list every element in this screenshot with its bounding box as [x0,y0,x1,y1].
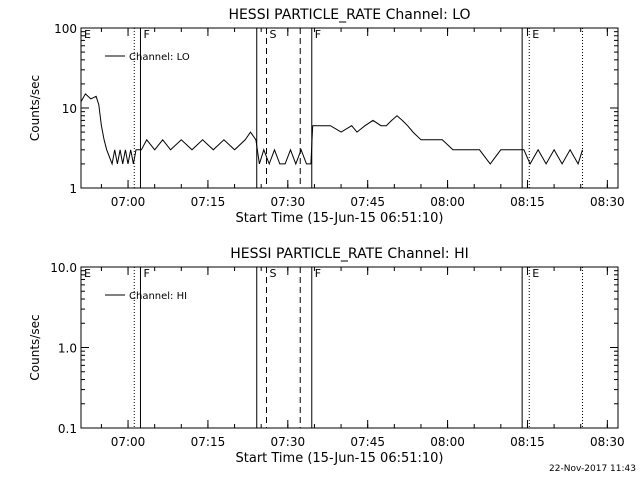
event-marker-label: E [84,267,91,280]
x-tick-label: 08:00 [430,435,465,449]
legend-label: Channel: LO [129,52,190,63]
y-tick-label: 10.0 [50,261,77,275]
x-axis-label: Start Time (15-Jun-15 06:51:10) [236,451,444,466]
event-marker-label: F [143,28,149,41]
x-tick-label: 07:45 [350,435,385,449]
y-tick-label: 0.1 [58,422,77,436]
series-line-0 [80,93,583,166]
x-tick-label: 07:15 [191,195,226,209]
event-marker-label: S [270,28,277,41]
y-tick-label: 1 [69,182,77,196]
y-axis-label: Counts/sec [28,75,42,141]
event-marker-label: F [315,28,321,41]
y-tick-label: 1.0 [58,342,77,356]
x-tick-label: 07:00 [111,435,146,449]
x-tick-label: 08:15 [510,195,545,209]
x-tick-label: 07:30 [271,195,306,209]
event-marker-label: E [84,28,91,41]
x-tick-label: 08:00 [430,195,465,209]
chart-title: HESSI PARTICLE_RATE Channel: LO [228,7,470,23]
y-axis-label: Counts/sec [28,314,42,380]
x-tick-label: 07:30 [271,435,306,449]
event-marker-label: F [315,267,321,280]
event-marker-label: S [270,267,277,280]
x-tick-label: 08:30 [590,195,625,209]
x-tick-label: 07:15 [191,435,226,449]
footer-timestamp: 22-Nov-2017 11:43 [549,464,636,474]
event-marker-label: F [143,267,149,280]
event-marker-label: E [532,267,539,280]
x-tick-label: 08:30 [590,435,625,449]
legend-label: Channel: HI [129,291,187,302]
x-tick-label: 07:45 [350,195,385,209]
x-tick-label: 08:15 [510,435,545,449]
chart-title: HESSI PARTICLE_RATE Channel: HI [230,246,468,262]
y-tick-label: 100 [54,22,77,36]
x-tick-label: 07:00 [111,195,146,209]
x-axis-label: Start Time (15-Jun-15 06:51:10) [236,211,444,226]
event-marker-label: E [532,28,539,41]
y-tick-label: 10 [62,102,77,116]
